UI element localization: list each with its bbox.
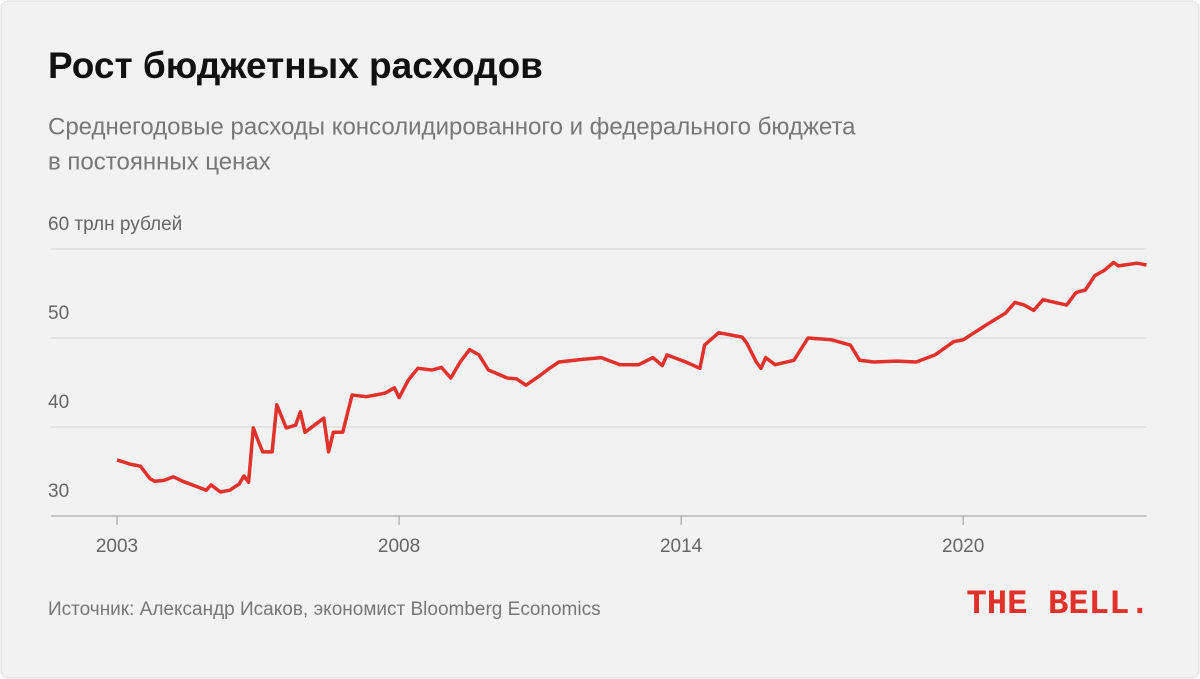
y-tick-label: 30	[48, 481, 69, 502]
x-tick-label: 2020	[942, 536, 984, 557]
y-tick-label: 40	[48, 392, 69, 413]
y-tick-label: 50	[48, 303, 69, 324]
logo: THE BELL.	[966, 586, 1150, 624]
subtitle: Среднегодовые расходы консолидированного…	[48, 113, 856, 140]
y-tick-label: 60 трлн рублей	[48, 214, 182, 235]
source: Источник: Александр Исаков, экономист Bl…	[48, 599, 601, 620]
chart-title: Рост бюджетных расходов	[48, 45, 543, 86]
x-tick-label: 2008	[378, 536, 420, 557]
x-tick-label: 2003	[96, 536, 138, 557]
line	[116, 260, 1147, 494]
subtitle: в постоянных ценах	[48, 148, 271, 175]
x-tick-label: 2014	[660, 536, 703, 557]
